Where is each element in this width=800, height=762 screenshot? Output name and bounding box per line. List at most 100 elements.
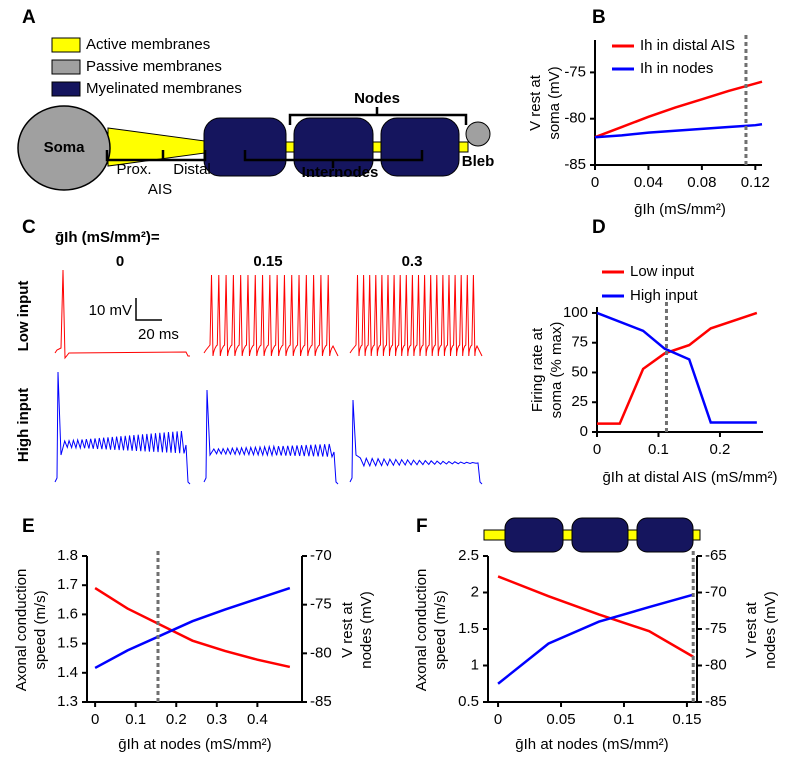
y-tick-label: 2 [471, 583, 479, 600]
panel-label: A [22, 7, 36, 28]
internode [293, 117, 374, 177]
y2-axis-label: V rest at [339, 601, 356, 658]
x-tick-label: 0.4 [247, 711, 268, 728]
chart: 0 0.04 0.08 0.12 -85 -80 -75 ḡIh (mS/mm²) V rest… [527, 35, 770, 218]
soma [17, 105, 111, 191]
bracket [105, 150, 207, 162]
condition-label: 0 [116, 253, 124, 270]
x-tick-label: 0 [494, 711, 502, 728]
voltage-trace [349, 274, 483, 357]
legend-label: Myelinated membranes [86, 80, 242, 97]
y2-tick-label: -85 [705, 693, 727, 710]
x-axis-label: ḡIh at distal AIS (mS/mm²) [602, 469, 777, 486]
row-label: Low input [15, 281, 32, 352]
y2-axis-label: V rest at [743, 601, 760, 658]
y2-tick-label: -75 [705, 620, 727, 637]
axon-diagram [17, 105, 491, 191]
data-line [94, 586, 291, 670]
voltage-trace [203, 389, 339, 485]
legend-label: Passive membranes [86, 58, 222, 75]
legend-label: Ih in nodes [640, 60, 713, 77]
x-tick-label: 0 [591, 174, 599, 191]
y-tick-label: 1.6 [57, 605, 78, 622]
chart: 0 0.1 0.2 0 25 50 75 100 ḡIh at distal AIS (mS/m… [529, 263, 778, 486]
panel-label: F [416, 516, 428, 537]
y-axis-label: Firing rate at [529, 327, 546, 412]
y2-tick-label: -80 [310, 644, 332, 661]
data-line [94, 587, 291, 669]
condition-label: 0.3 [402, 253, 423, 270]
x-tick-label: 0.12 [741, 174, 770, 191]
scale-label: 20 ms [138, 326, 179, 343]
chart: 0 0.1 0.2 0.3 0.4 1.3 1.4 1.5 1.6 1.7 1.8 -85 -80 -75… [13, 547, 375, 753]
diagram-label: Nodes [354, 90, 400, 107]
x-axis-label: ḡIh at nodes (mS/mm²) [118, 736, 271, 753]
scale-label: 10 mV [89, 302, 132, 319]
chart: 0 0.05 0.1 0.15 0.5 1 1.5 2 2.5 -85 -80 -75 -70 -65 ḡI… [413, 547, 779, 753]
y-tick-label: -85 [564, 156, 586, 173]
y-axis-label: V rest at [527, 74, 544, 131]
diagram-label: Distal [173, 161, 211, 178]
x-tick-label: 0 [91, 711, 99, 728]
y-axis-label: soma (% max) [548, 322, 565, 419]
data-line [596, 311, 757, 424]
panel-label: B [592, 7, 606, 28]
mini-axon [483, 517, 701, 553]
y-tick-label: 1.5 [57, 635, 78, 652]
row-label: High input [15, 388, 32, 462]
y-tick-label: 1.5 [458, 620, 479, 637]
x-tick-label: 0.3 [206, 711, 227, 728]
y-tick-label: 1.3 [57, 693, 78, 710]
data-line [594, 80, 763, 139]
x-tick-label: 0.05 [546, 711, 575, 728]
x-tick-label: 0 [593, 441, 601, 458]
y-tick-label: -80 [564, 110, 586, 127]
legend-swatch [51, 59, 81, 75]
x-tick-label: 0.2 [166, 711, 187, 728]
condition-label: 0.15 [253, 253, 282, 270]
y2-tick-label: -80 [705, 656, 727, 673]
diagram-label: Prox. [116, 161, 151, 178]
y-tick-label: 2.5 [458, 547, 479, 564]
voltage-trace [54, 371, 191, 485]
panel-label: D [592, 217, 606, 238]
y2-tick-label: -70 [310, 547, 332, 564]
legend-label: Ih in distal AIS [640, 37, 735, 54]
bracket [288, 107, 468, 125]
voltage-trace [203, 274, 339, 357]
y-axis-label: Axonal conduction [413, 569, 430, 692]
y-axis-label: speed (m/s) [432, 590, 449, 669]
diagram-label: Bleb [462, 153, 495, 170]
diagram-label: Soma [44, 139, 86, 156]
trace-header: ḡIh (mS/mm²)= [55, 229, 160, 246]
x-axis-label: ḡIh at nodes (mS/mm²) [515, 736, 668, 753]
y-tick-label: 25 [571, 393, 588, 410]
legend-label: Low input [630, 263, 695, 280]
panel-label: C [22, 217, 36, 238]
legend-label: Active membranes [86, 36, 210, 53]
internode [203, 117, 287, 177]
voltage-trace [349, 399, 483, 485]
x-tick-label: 0.15 [672, 711, 701, 728]
legend-label: High input [630, 287, 698, 304]
y-axis-label: Axonal conduction [13, 569, 30, 692]
y-tick-label: 1.4 [57, 664, 78, 681]
y-tick-label: 1.8 [57, 547, 78, 564]
data-line [597, 311, 758, 425]
legend-swatch [51, 37, 81, 53]
internode [380, 117, 460, 177]
y2-tick-label: -85 [310, 693, 332, 710]
y-tick-label: 50 [571, 363, 588, 380]
x-tick-label: 0.1 [125, 711, 146, 728]
y2-axis-label: nodes (mV) [762, 591, 779, 669]
x-tick-label: 0.04 [634, 174, 663, 191]
diagram-label: AIS [148, 181, 172, 198]
diagram-label: Internodes [302, 164, 379, 181]
bracket [243, 150, 424, 168]
legend-swatch [51, 81, 81, 97]
y-tick-label: -75 [564, 63, 586, 80]
data-line [594, 123, 763, 139]
y2-tick-label: -65 [705, 547, 727, 564]
y-axis-label: soma (mV) [546, 66, 563, 139]
y-tick-label: 75 [571, 334, 588, 351]
